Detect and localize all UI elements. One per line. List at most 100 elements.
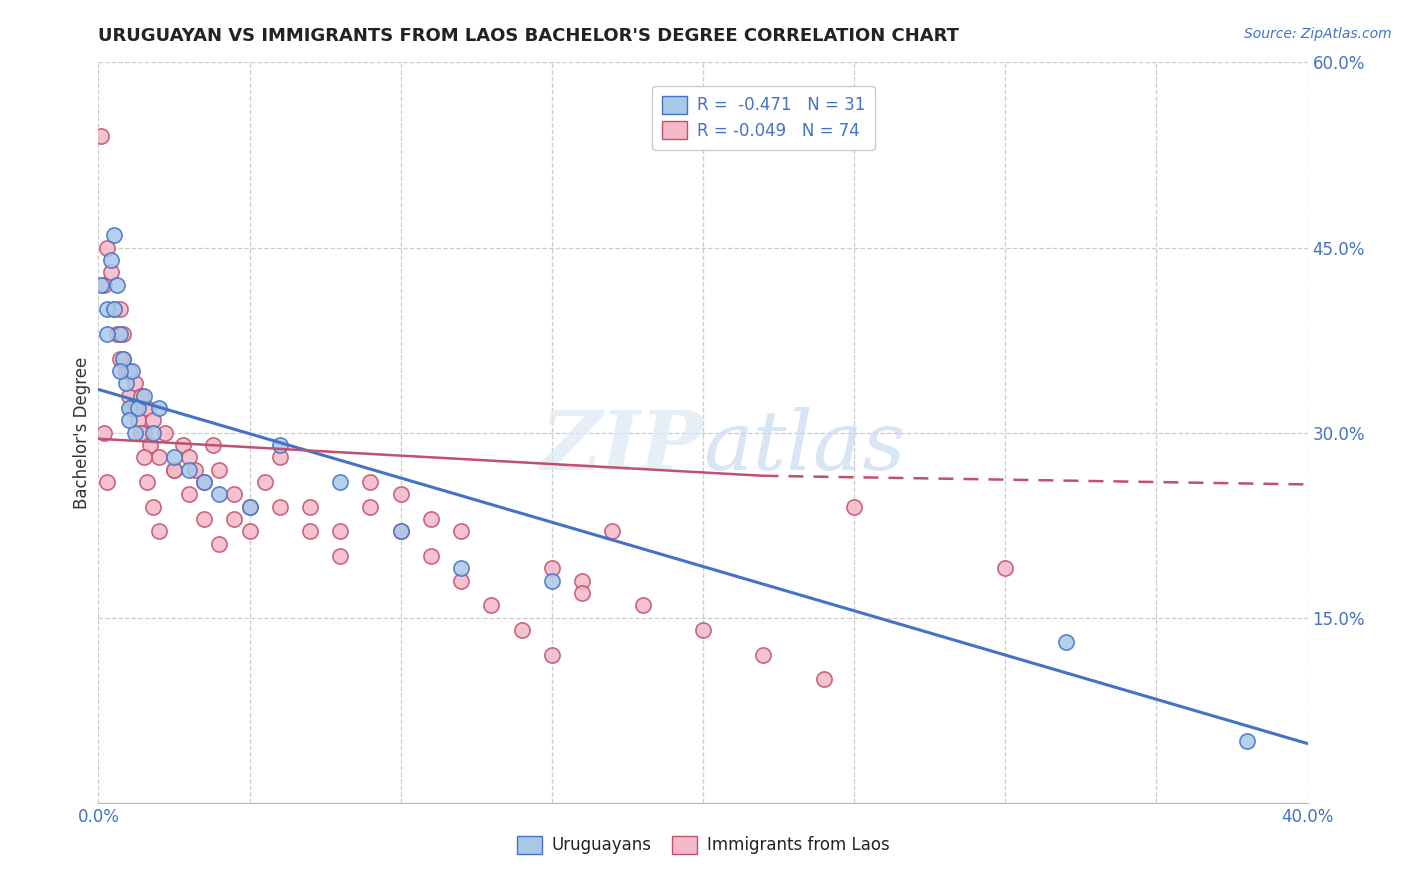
Point xyxy=(105,326,128,341)
Point xyxy=(108,326,131,341)
Point xyxy=(602,524,624,539)
Point xyxy=(269,450,291,465)
Point xyxy=(540,648,562,662)
Point xyxy=(450,524,472,539)
Point xyxy=(96,326,118,341)
Point xyxy=(299,500,322,514)
Point xyxy=(1236,734,1258,748)
Point xyxy=(239,500,262,514)
Point xyxy=(1054,635,1077,649)
Point xyxy=(93,425,115,440)
Point xyxy=(540,561,562,575)
Point xyxy=(389,487,412,501)
Point xyxy=(124,376,146,391)
Point xyxy=(127,401,149,415)
Point xyxy=(96,475,118,489)
Point xyxy=(148,401,170,415)
Point xyxy=(108,351,131,366)
Point xyxy=(450,574,472,588)
Point xyxy=(124,401,146,415)
Point xyxy=(420,549,443,563)
Point xyxy=(844,500,866,514)
Point xyxy=(540,574,562,588)
Point xyxy=(239,524,262,539)
Point xyxy=(129,425,152,440)
Point xyxy=(132,425,155,440)
Point xyxy=(172,438,194,452)
Point xyxy=(179,487,201,501)
Point xyxy=(139,438,162,452)
Point xyxy=(105,277,128,292)
Point xyxy=(121,364,143,378)
Point xyxy=(148,524,170,539)
Y-axis label: Bachelor's Degree: Bachelor's Degree xyxy=(73,357,91,508)
Point xyxy=(360,475,382,489)
Point xyxy=(111,351,134,366)
Point xyxy=(127,413,149,427)
Point xyxy=(163,462,186,476)
Point xyxy=(450,561,472,575)
Point xyxy=(114,376,136,391)
Point xyxy=(103,302,125,317)
Point xyxy=(163,462,186,476)
Point xyxy=(571,586,593,600)
Point xyxy=(163,450,186,465)
Point xyxy=(329,524,352,539)
Point xyxy=(329,475,352,489)
Point xyxy=(90,277,112,292)
Point xyxy=(571,574,593,588)
Point xyxy=(100,252,122,267)
Point xyxy=(129,388,152,402)
Point xyxy=(114,364,136,378)
Point xyxy=(142,413,165,427)
Point xyxy=(994,561,1017,575)
Point xyxy=(103,302,125,317)
Point xyxy=(510,623,533,637)
Point xyxy=(692,623,714,637)
Point xyxy=(124,425,146,440)
Text: ZIP: ZIP xyxy=(540,408,703,487)
Point xyxy=(118,388,141,402)
Point xyxy=(121,401,143,415)
Point xyxy=(253,475,276,489)
Point xyxy=(420,512,443,526)
Point xyxy=(269,438,291,452)
Point xyxy=(132,450,155,465)
Point xyxy=(90,129,112,144)
Point xyxy=(184,462,207,476)
Point xyxy=(108,364,131,378)
Point xyxy=(269,500,291,514)
Point xyxy=(118,364,141,378)
Point xyxy=(329,549,352,563)
Point xyxy=(96,240,118,255)
Point xyxy=(179,450,201,465)
Point xyxy=(193,512,215,526)
Point xyxy=(135,475,157,489)
Point xyxy=(208,487,231,501)
Legend: Uruguayans, Immigrants from Laos: Uruguayans, Immigrants from Laos xyxy=(510,829,896,861)
Point xyxy=(208,462,231,476)
Point xyxy=(103,228,125,243)
Point xyxy=(193,475,215,489)
Point xyxy=(360,500,382,514)
Point xyxy=(299,524,322,539)
Point xyxy=(179,462,201,476)
Text: Source: ZipAtlas.com: Source: ZipAtlas.com xyxy=(1244,27,1392,41)
Point xyxy=(108,302,131,317)
Point xyxy=(481,599,503,613)
Point xyxy=(389,524,412,539)
Point xyxy=(132,388,155,402)
Point xyxy=(813,673,835,687)
Point xyxy=(111,351,134,366)
Point xyxy=(208,536,231,550)
Point xyxy=(224,487,246,501)
Point xyxy=(142,425,165,440)
Point xyxy=(96,302,118,317)
Point xyxy=(118,401,141,415)
Point xyxy=(100,265,122,279)
Point xyxy=(153,425,176,440)
Point xyxy=(193,475,215,489)
Point xyxy=(148,450,170,465)
Point xyxy=(135,401,157,415)
Point xyxy=(752,648,775,662)
